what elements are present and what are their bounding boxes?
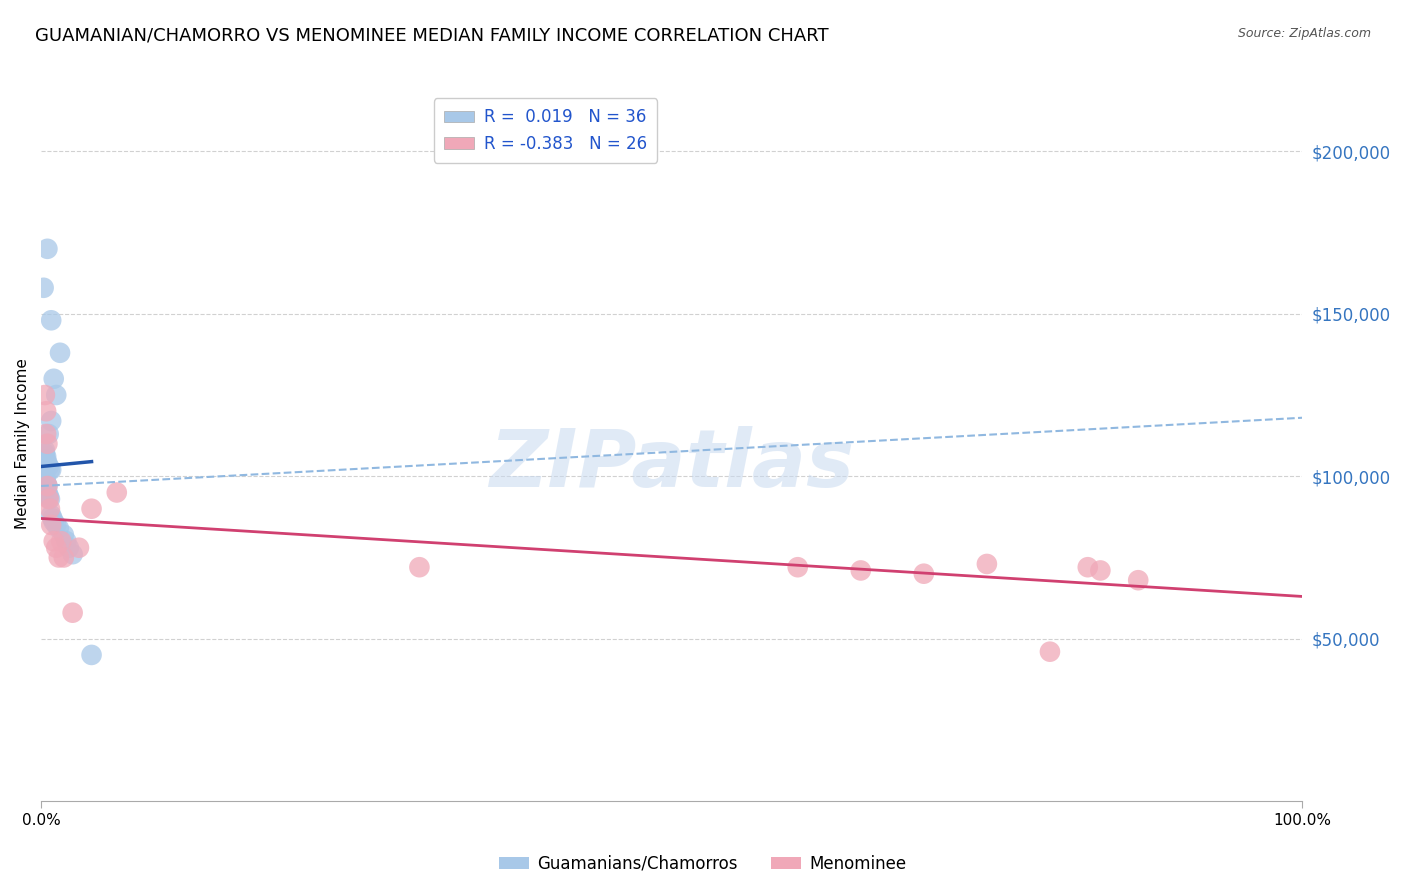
Point <box>58 541 80 555</box>
Text: Source: ZipAtlas.com: Source: ZipAtlas.com <box>1237 27 1371 40</box>
Point <box>39 501 62 516</box>
Point <box>39 313 62 327</box>
Point <box>38 427 60 442</box>
Point <box>67 541 90 555</box>
Point <box>976 557 998 571</box>
Point <box>52 550 75 565</box>
Point <box>39 518 62 533</box>
Point <box>38 491 60 506</box>
Legend: Guamanians/Chamorros, Menominee: Guamanians/Chamorros, Menominee <box>492 848 914 880</box>
Point <box>39 491 62 506</box>
Point <box>80 648 103 662</box>
Point <box>35 404 58 418</box>
Point <box>52 527 75 541</box>
Point <box>39 508 62 523</box>
Point <box>34 443 56 458</box>
Point <box>42 534 65 549</box>
Point <box>34 469 56 483</box>
Text: ZIPatlas: ZIPatlas <box>489 426 853 504</box>
Point <box>34 479 56 493</box>
Point <box>62 606 84 620</box>
Point <box>35 475 58 490</box>
Point <box>34 446 56 460</box>
Point <box>39 414 62 428</box>
Point <box>42 515 65 529</box>
Point <box>786 560 808 574</box>
Point <box>62 547 84 561</box>
Point <box>51 534 73 549</box>
Point <box>35 482 58 496</box>
Point <box>38 459 60 474</box>
Point <box>39 463 62 477</box>
Legend: R =  0.019   N = 36, R = -0.383   N = 26: R = 0.019 N = 36, R = -0.383 N = 26 <box>434 98 657 162</box>
Point <box>38 489 60 503</box>
Point <box>37 479 59 493</box>
Point <box>41 511 63 525</box>
Point <box>35 475 58 490</box>
Point <box>912 566 935 581</box>
Point <box>849 564 872 578</box>
Point <box>37 456 59 470</box>
Point <box>45 388 67 402</box>
Point <box>55 534 77 549</box>
Point <box>37 436 59 450</box>
Point <box>42 372 65 386</box>
Point <box>49 345 72 359</box>
Point <box>1077 560 1099 574</box>
Point <box>1128 573 1150 587</box>
Point <box>45 518 67 533</box>
Point <box>37 242 59 256</box>
Point <box>37 479 59 493</box>
Point <box>35 453 58 467</box>
Point <box>80 501 103 516</box>
Point <box>35 427 58 442</box>
Point <box>48 550 70 565</box>
Point <box>48 521 70 535</box>
Point <box>35 450 58 464</box>
Point <box>39 463 62 477</box>
Point <box>1090 564 1112 578</box>
Y-axis label: Median Family Income: Median Family Income <box>15 359 30 529</box>
Point <box>1039 645 1062 659</box>
Point <box>32 281 55 295</box>
Point <box>37 485 59 500</box>
Point <box>105 485 128 500</box>
Text: GUAMANIAN/CHAMORRO VS MENOMINEE MEDIAN FAMILY INCOME CORRELATION CHART: GUAMANIAN/CHAMORRO VS MENOMINEE MEDIAN F… <box>35 27 828 45</box>
Point <box>34 388 56 402</box>
Point <box>34 473 56 487</box>
Point <box>408 560 430 574</box>
Point <box>45 541 67 555</box>
